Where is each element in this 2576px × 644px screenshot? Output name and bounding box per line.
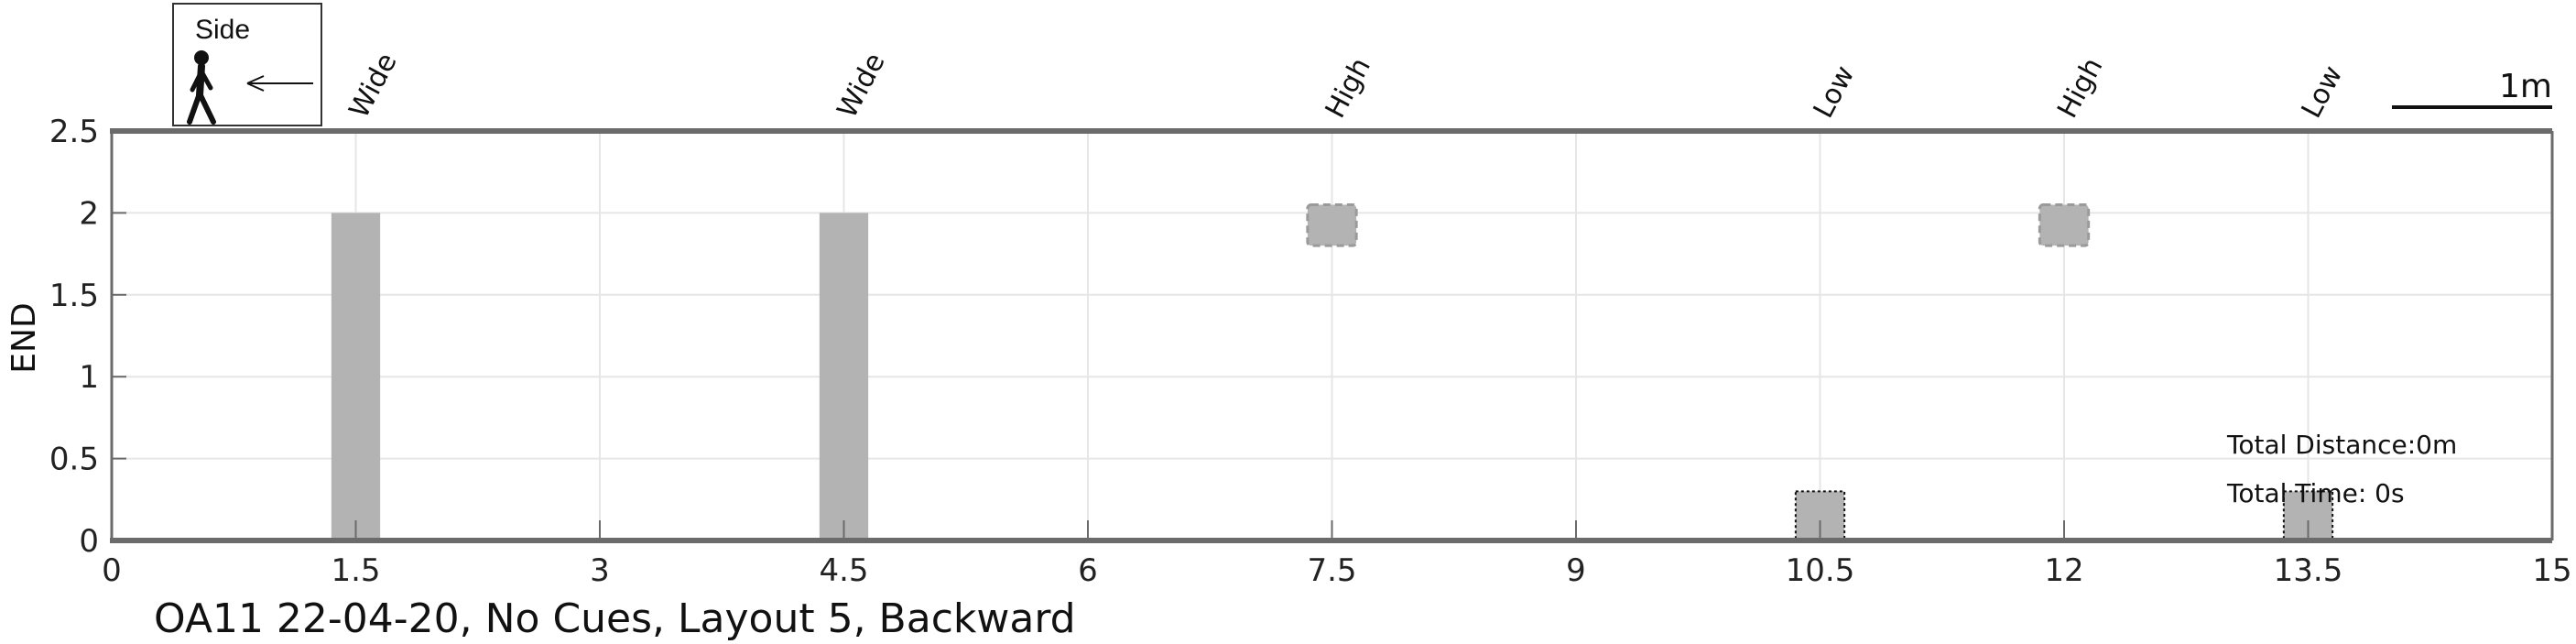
obstacle-bar — [2038, 202, 2091, 247]
x-tick-label: 10.5 — [1786, 552, 1855, 589]
x-tick-labels: 0 1.5 3 4.5 6 7.5 9 10.5 12 13.5 15 — [102, 552, 2571, 589]
obstacle-label: Wide — [343, 48, 404, 124]
chart-caption: OA11 22-04-20, No Cues, Layout 5, Backwa… — [154, 595, 1076, 642]
y-tick-labels: 0 0.5 1 1.5 2 2.5 — [49, 114, 99, 560]
left-arrow-icon — [246, 75, 313, 92]
y-tick-label: 0 — [79, 523, 99, 560]
obstacle-labels: Wide Wide High Low High Low — [343, 48, 2350, 124]
obstacle-label: High — [1320, 52, 1377, 123]
grid — [111, 130, 2553, 541]
x-tick-label: 15 — [2532, 552, 2571, 589]
x-tick-label: 0 — [102, 552, 122, 589]
obstacle-label: Wide — [831, 48, 892, 124]
axes — [110, 128, 2554, 543]
obstacle-bar — [1306, 202, 1358, 247]
y-axis-label: END — [5, 302, 43, 373]
obstacle-bar — [331, 213, 381, 540]
total-time-text: Total Time: 0s — [2226, 478, 2405, 508]
obstacle-label: High — [2051, 52, 2109, 123]
walking-person-icon — [187, 50, 216, 125]
scale-bar-label: 1m — [2499, 68, 2552, 105]
x-tick-label: 6 — [1078, 552, 1098, 589]
obstacle-bar — [819, 213, 869, 540]
total-distance-text: Total Distance:0m — [2226, 430, 2457, 460]
x-tick-label: 4.5 — [819, 552, 868, 589]
x-tick-label: 13.5 — [2274, 552, 2343, 589]
obstacle-label: Low — [1808, 60, 1862, 124]
y-tick-label: 0.5 — [49, 442, 99, 478]
x-tick-label: 3 — [590, 552, 610, 589]
x-tick-label: 12 — [2044, 552, 2083, 589]
obstacle-label: Low — [2296, 60, 2350, 124]
bars — [331, 202, 2334, 541]
legend-label: Side — [195, 15, 250, 45]
legend: Side — [172, 3, 322, 126]
x-tick-label: 9 — [1566, 552, 1586, 589]
x-tick-label: 1.5 — [331, 552, 380, 589]
y-tick-label: 1.5 — [49, 278, 99, 314]
x-tick-label: 7.5 — [1307, 552, 1356, 589]
y-tick-label: 2.5 — [49, 114, 99, 150]
y-tick-label: 2 — [79, 195, 99, 232]
y-tick-label: 1 — [79, 359, 99, 396]
